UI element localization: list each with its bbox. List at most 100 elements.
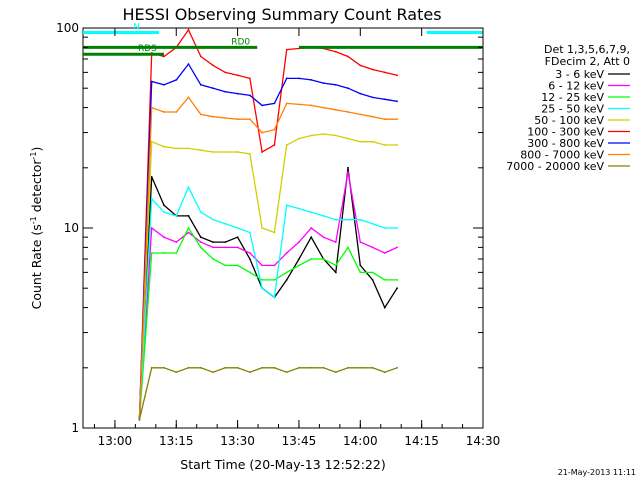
- data-point: [334, 108, 337, 111]
- data-point: [396, 144, 398, 146]
- data-point: [199, 55, 202, 58]
- series-line-25-50-kev: [138, 185, 398, 420]
- data-point: [224, 246, 227, 249]
- legend-label-6-12-kev: 6 - 12 keV: [548, 80, 604, 93]
- legend-label-300-800-kev: 300 - 800 keV: [527, 137, 604, 150]
- legend-header-line-1: Det 1,3,5,6,7,9,: [544, 43, 630, 56]
- series-line-7000-20000-kev: [138, 367, 398, 420]
- data-point: [150, 176, 153, 178]
- data-point: [187, 366, 190, 369]
- data-point: [249, 271, 251, 274]
- data-point: [347, 218, 349, 221]
- plot-area: N RD0 RDS 13:00 13:15 13:30 13:45 14:00 14:15 14…: [56, 21, 500, 448]
- data-point: [249, 77, 251, 80]
- data-point: [334, 264, 337, 267]
- data-point: [199, 113, 202, 116]
- data-point: [285, 144, 288, 146]
- data-point: [285, 48, 288, 51]
- series-line-800-7000-kev: [138, 96, 398, 420]
- data-point: [150, 227, 153, 229]
- y-tick-label: 100: [56, 21, 79, 35]
- data-point: [163, 111, 165, 113]
- data-point: [347, 87, 349, 90]
- data-point: [371, 279, 374, 281]
- data-point: [212, 87, 215, 90]
- data-point: [150, 140, 153, 143]
- data-point: [212, 115, 215, 118]
- data-point: [199, 149, 202, 152]
- data-point: [383, 144, 386, 146]
- data-point: [212, 151, 215, 153]
- data-point: [175, 215, 178, 217]
- data-point: [359, 113, 362, 116]
- data-point: [163, 366, 165, 369]
- x-tick-label: 14:15: [404, 434, 439, 448]
- data-point: [359, 218, 362, 221]
- data-point: [310, 79, 313, 81]
- data-point: [285, 102, 288, 105]
- data-point: [150, 366, 153, 369]
- data-point: [199, 241, 202, 244]
- data-point: [261, 366, 263, 369]
- series-line-6-12-kev: [138, 172, 398, 420]
- data-point: [310, 236, 313, 239]
- data-point: [371, 115, 374, 118]
- data-point: [359, 366, 362, 369]
- data-point: [383, 227, 386, 229]
- data-point: [187, 63, 190, 65]
- data-point: [371, 271, 374, 274]
- data-point: [347, 137, 349, 140]
- y-axis-label-mid: detector: [29, 159, 44, 217]
- data-point: [212, 258, 215, 260]
- data-point: [359, 271, 362, 274]
- data-point: [334, 241, 337, 244]
- y-axis-label: Count Rate (s-1 detector-1): [29, 147, 44, 310]
- data-point: [212, 218, 215, 221]
- data-point: [273, 128, 276, 131]
- data-point: [261, 131, 263, 134]
- legend-label-100-300-kev: 100 - 300 keV: [527, 126, 604, 139]
- data-point: [383, 371, 386, 374]
- y-axis-ticks: 1 10 100: [56, 21, 483, 435]
- data-point: [285, 371, 288, 374]
- data-point: [310, 258, 313, 260]
- data-point: [187, 96, 190, 99]
- data-point: [383, 118, 386, 121]
- series-line-100-300-kev: [138, 28, 398, 420]
- legend: Det 1,3,5,6,7,9, FDecim 2, Att 0 3 - 6 k…: [506, 43, 630, 173]
- data-point: [199, 246, 202, 249]
- data-point: [224, 151, 227, 153]
- data-point: [273, 264, 276, 267]
- data-point: [383, 306, 386, 309]
- data-point: [175, 111, 178, 113]
- data-point: [285, 204, 288, 207]
- data-point: [212, 371, 215, 374]
- data-point: [249, 371, 251, 374]
- data-point: [199, 236, 202, 239]
- data-point: [334, 83, 337, 86]
- data-point: [273, 279, 276, 281]
- data-point: [236, 118, 239, 121]
- data-point: [334, 134, 337, 137]
- x-tick-label: 13:30: [220, 434, 255, 448]
- data-point: [163, 83, 165, 86]
- data-point: [150, 197, 153, 200]
- data-point: [163, 204, 165, 207]
- data-point: [298, 258, 300, 260]
- data-point: [322, 366, 325, 369]
- data-point: [199, 211, 202, 214]
- data-point: [224, 117, 227, 119]
- data-point: [175, 241, 178, 244]
- data-point: [396, 118, 398, 121]
- data-point: [334, 271, 337, 274]
- data-point: [138, 418, 141, 421]
- data-point: [236, 236, 239, 239]
- data-point: [150, 252, 153, 254]
- series-line-12-25-kev: [138, 226, 398, 420]
- data-point: [334, 371, 337, 374]
- data-point: [175, 147, 178, 150]
- data-point: [150, 106, 153, 109]
- flag-label-rd0: RD0: [231, 37, 250, 47]
- data-point: [322, 133, 325, 135]
- data-point: [347, 55, 349, 58]
